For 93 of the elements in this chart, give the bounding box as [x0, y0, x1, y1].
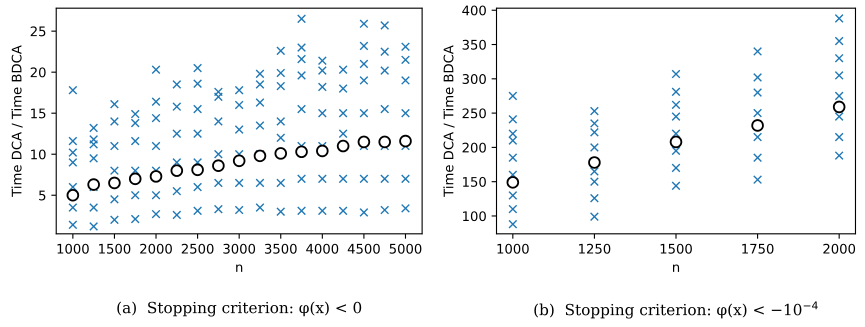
y-tick-label: 10: [31, 149, 46, 160]
x-tick-label: 5000: [390, 244, 422, 254]
point: [232, 154, 246, 168]
point: [590, 194, 599, 203]
point: [590, 142, 599, 152]
y-tick-label: 5: [39, 190, 46, 200]
point: [254, 150, 266, 162]
x-tick-label: 1000: [58, 244, 89, 254]
point: [834, 151, 844, 160]
point: [672, 181, 680, 190]
x-tick-label: 3500: [264, 244, 297, 254]
point: [672, 87, 680, 96]
y-tick-label: 150: [463, 176, 486, 187]
point: [672, 146, 680, 156]
point: [274, 147, 288, 160]
point: [753, 46, 762, 56]
point: [834, 91, 844, 100]
x-tick-label: 1000: [497, 244, 529, 254]
x-axis-title: n: [236, 264, 242, 272]
point: [508, 153, 518, 162]
y-tick-label: 250: [462, 108, 486, 118]
point: [336, 140, 350, 152]
point: [590, 106, 599, 116]
point: [590, 212, 599, 222]
point: [170, 164, 184, 177]
x-tick-label: 1250: [579, 244, 610, 254]
x-tick-label: 3000: [223, 244, 256, 254]
point: [672, 100, 680, 110]
y-tick-label: 15: [31, 108, 46, 118]
y-axis-title: Time DCA / Time BDCA: [443, 45, 455, 197]
point: [753, 88, 762, 98]
point: [832, 100, 846, 114]
y-tick-label: 350: [462, 40, 486, 50]
point: [753, 108, 762, 118]
point: [590, 177, 599, 186]
point: [590, 128, 599, 137]
x-tick-label: 1500: [660, 244, 692, 254]
point: [753, 175, 762, 184]
point: [508, 129, 518, 138]
point: [672, 112, 680, 122]
point: [672, 129, 680, 138]
point: [834, 36, 844, 46]
point: [358, 136, 370, 148]
point: [672, 70, 680, 79]
x-axis-title: n: [673, 264, 680, 272]
point: [753, 153, 762, 162]
point: [670, 136, 682, 148]
x-tick-label: 2500: [182, 244, 214, 254]
x-tick-label: 2000: [823, 244, 856, 254]
point: [399, 134, 412, 148]
point: [508, 190, 518, 200]
x-tick-label: 4500: [348, 244, 380, 254]
point: [378, 136, 391, 148]
y-tick-label: 300: [462, 74, 486, 84]
text: (a) Stopping criterion: φ(x) < 0: [117, 301, 362, 316]
point: [108, 176, 121, 190]
point: [834, 54, 844, 63]
y-tick-label: 200: [462, 142, 486, 153]
y-tick-label: 20: [30, 67, 46, 78]
point: [295, 145, 308, 158]
point: [834, 70, 844, 80]
point: [506, 176, 520, 189]
point: [87, 178, 100, 191]
point: [672, 163, 680, 172]
x-tick-label: 2000: [140, 244, 172, 254]
point: [508, 136, 518, 146]
point: [508, 91, 518, 100]
point: [212, 159, 225, 172]
y-tick-label: 400: [462, 5, 486, 16]
point: [150, 170, 162, 183]
x-tick-label: 1500: [99, 244, 130, 254]
text: (b) Stopping criterion: φ(x) < −10$^{−4}$: [534, 301, 818, 319]
point: [508, 114, 518, 124]
point: [590, 118, 599, 128]
point: [508, 220, 518, 229]
point: [316, 144, 329, 158]
x-tick-label: 1750: [742, 244, 774, 254]
y-axis-title: Time DCA / Time BDCA: [11, 45, 23, 197]
y-tick-label: 25: [30, 26, 46, 36]
point: [834, 132, 844, 142]
point: [588, 156, 601, 169]
point: [66, 188, 80, 202]
point: [590, 166, 599, 176]
point: [191, 164, 204, 176]
y-tick-label: 100: [463, 211, 486, 222]
x-tick-label: 4000: [306, 244, 338, 254]
point: [834, 112, 844, 122]
point: [128, 172, 142, 186]
point: [834, 14, 844, 23]
point: [751, 119, 764, 132]
point: [753, 132, 762, 142]
point: [508, 204, 518, 214]
point: [753, 72, 762, 82]
